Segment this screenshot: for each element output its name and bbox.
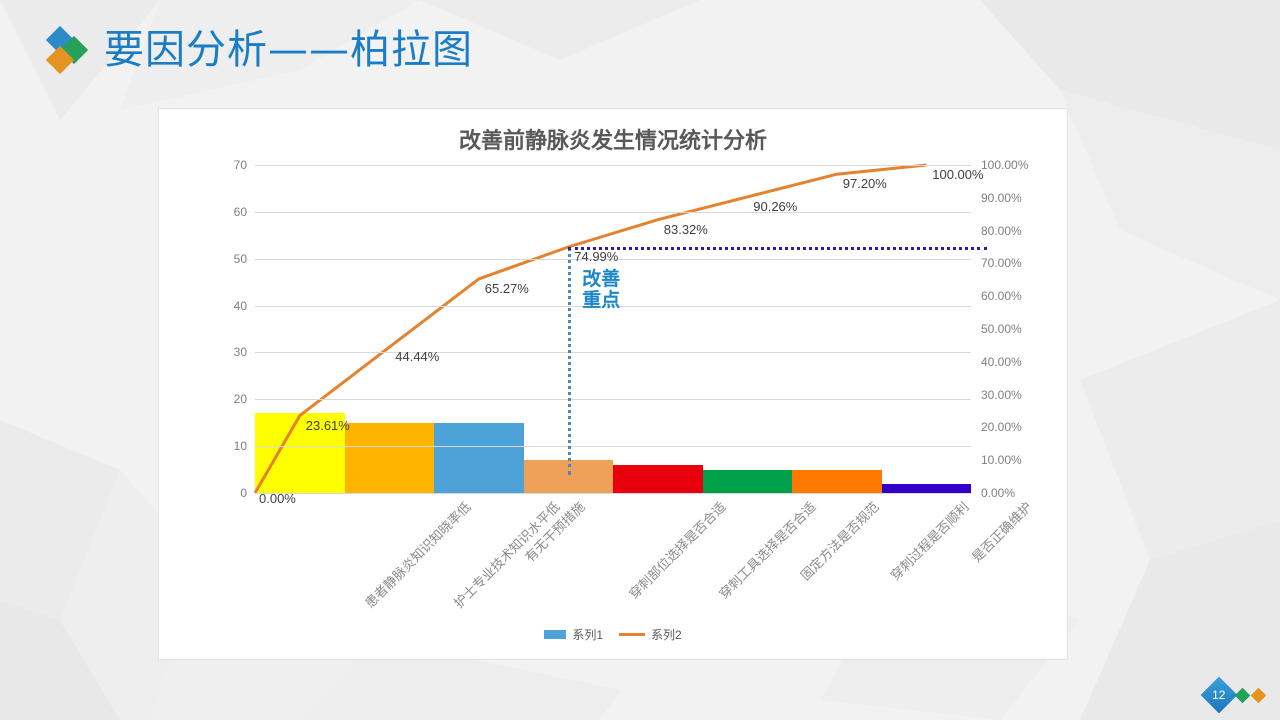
data-label: 74.99% xyxy=(574,249,619,265)
gridline xyxy=(255,305,971,307)
data-label: 97.20% xyxy=(842,176,887,192)
y-axis-left-tick: 50 xyxy=(233,251,247,266)
x-axis-label: 穿刺部位选择是否合适 xyxy=(627,499,730,603)
chart-legend: 系列1 系列2 xyxy=(159,626,1067,643)
bar xyxy=(434,422,524,493)
gridline xyxy=(255,211,971,213)
y-axis-left-tick: 40 xyxy=(233,298,247,313)
bar xyxy=(255,413,345,493)
page-number-badge: 12 xyxy=(1200,676,1267,714)
legend-swatch-line-icon xyxy=(619,633,645,636)
y-axis-left-tick: 60 xyxy=(233,204,247,219)
chart-card: 改善前静脉炎发生情况统计分析 0 10 20 30 40 50 60 70 0.00% 10.00… xyxy=(158,108,1068,660)
focus-vertical-marker xyxy=(568,247,572,475)
page-number: 12 xyxy=(1212,687,1226,702)
page-title: 要因分析——柏拉图 xyxy=(104,27,473,73)
gridline xyxy=(255,493,971,494)
data-label: 0.00% xyxy=(259,491,296,506)
legend-item-line: 系列2 xyxy=(619,626,682,643)
y-axis-right-tick: 80.00% xyxy=(981,223,1022,238)
diamond-mini-orange-icon xyxy=(1250,687,1267,703)
page-number-diamond-icon: 12 xyxy=(1200,676,1238,714)
y-axis-left-tick: 0 xyxy=(240,486,247,500)
y-axis-right-tick: 50.00% xyxy=(981,322,1022,336)
y-axis-right-tick: 10.00% xyxy=(981,453,1022,468)
y-axis-right-tick: 100.00% xyxy=(981,158,1029,172)
data-label: 100.00% xyxy=(932,167,984,182)
y-axis-left-tick: 10 xyxy=(233,439,247,454)
bar xyxy=(702,469,792,493)
legend-label-line: 系列2 xyxy=(651,628,682,642)
gridline xyxy=(255,446,971,448)
cumulative-line xyxy=(253,163,927,494)
y-axis-left-tick: 30 xyxy=(233,345,247,360)
legend-swatch-bar-icon xyxy=(544,630,567,639)
y-axis-right-tick: 90.00% xyxy=(981,190,1022,205)
y-axis-right-tick: 20.00% xyxy=(981,420,1022,435)
gridline xyxy=(255,165,971,166)
focus-annotation-label: 改善 重点 xyxy=(582,268,621,312)
x-axis-label: 是否正确维护 xyxy=(969,499,1036,566)
bar xyxy=(792,469,882,493)
y-axis-right-tick: 70.00% xyxy=(981,256,1022,271)
x-axis-label: 穿刺过程是否顺利 xyxy=(888,499,973,584)
bar xyxy=(881,483,971,493)
data-label: 23.61% xyxy=(305,417,350,433)
legend-item-bar: 系列1 xyxy=(544,626,603,643)
y-axis-right-tick: 0.00% xyxy=(981,486,1016,500)
threshold-80-percent-marker xyxy=(568,247,987,251)
data-label: 65.27% xyxy=(484,280,529,296)
chart-title: 改善前静脉炎发生情况统计分析 xyxy=(458,129,767,154)
bar xyxy=(344,422,434,493)
gridline xyxy=(255,352,971,354)
cumulative-line-series xyxy=(253,163,927,494)
gridline xyxy=(255,399,971,401)
slide-title-row: 要因分析——柏拉图 xyxy=(45,24,473,76)
diamond-cluster-icon xyxy=(45,24,94,76)
gridline xyxy=(255,258,971,260)
legend-label-bar: 系列1 xyxy=(572,628,603,642)
x-axis-label: 穿刺工具选择是否合适 xyxy=(716,499,820,603)
y-axis-right-tick: 30.00% xyxy=(981,387,1022,402)
plot-area: 0 10 20 30 40 50 60 70 0.00% 10.00% 20.00% 30.00% 40… xyxy=(234,158,1029,506)
x-axis-category-labels: 患者静脉炎知识知晓率低 护士专业技术知识水平低 有无干预措施 穿刺部位选择是否合适 穿刺… xyxy=(255,497,1035,627)
y-axis-right-tick: 60.00% xyxy=(981,289,1022,304)
bar-series xyxy=(255,165,971,493)
data-label: 90.26% xyxy=(753,198,798,214)
data-label: 83.32% xyxy=(663,221,708,237)
y-axis-right-tick: 40.00% xyxy=(981,354,1022,369)
y-axis-left-tick: 70 xyxy=(233,158,247,172)
y-axis-left-tick: 20 xyxy=(233,392,247,407)
diamond-mini-green-icon xyxy=(1234,687,1251,703)
bar xyxy=(613,464,703,493)
data-label: 44.44% xyxy=(395,349,440,365)
